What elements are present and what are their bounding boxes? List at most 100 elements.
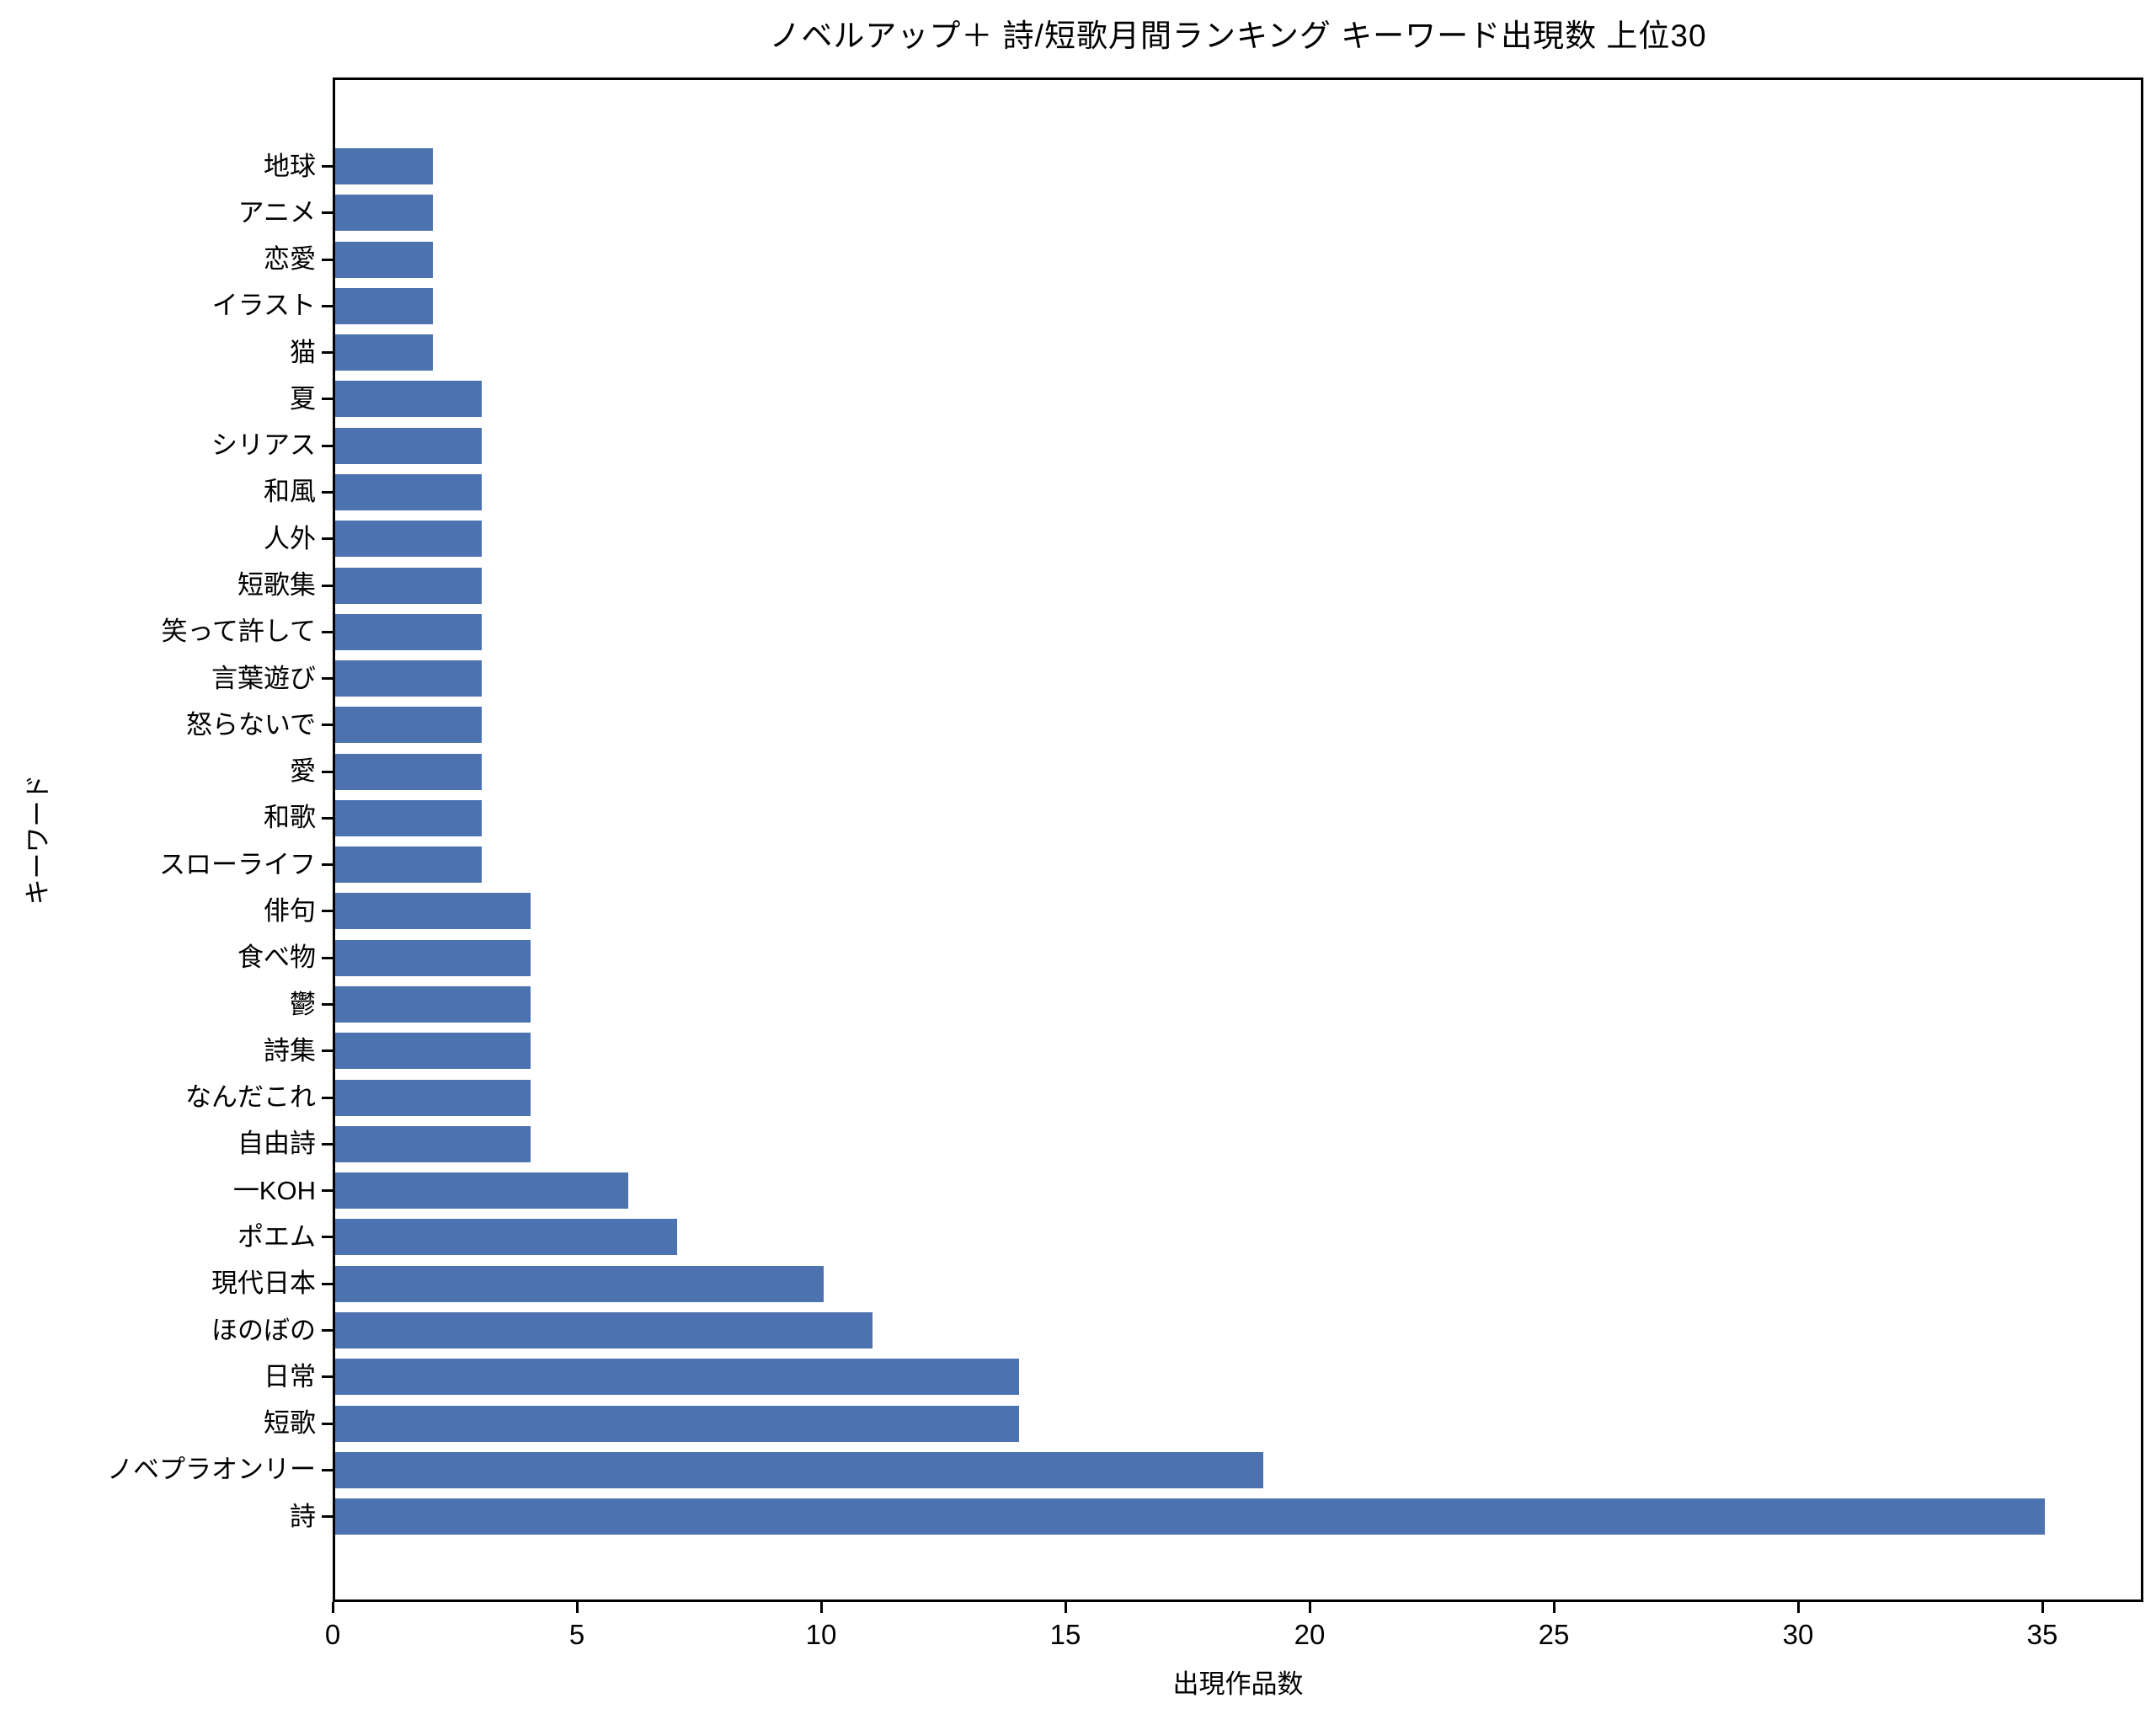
- y-tick-mark: [322, 444, 333, 447]
- bar: [335, 846, 482, 884]
- x-tick-mark: [1796, 1602, 1800, 1613]
- y-tick-label: アニメ: [237, 197, 316, 227]
- y-tick-mark: [322, 165, 333, 168]
- y-tick-label: 恋愛: [264, 244, 316, 275]
- y-tick-mark: [322, 1282, 333, 1285]
- y-tick-label: 詩集: [264, 1035, 316, 1065]
- bar: [335, 148, 433, 184]
- x-tick-mark: [1552, 1602, 1556, 1613]
- x-axis-label: 出現作品数: [1172, 1669, 1304, 1699]
- y-tick-mark: [322, 724, 333, 727]
- y-tick-mark: [322, 211, 333, 215]
- bar: [335, 1451, 1263, 1488]
- bar: [335, 1359, 1019, 1396]
- y-tick-label: 短歌集: [237, 570, 316, 601]
- y-tick-label: 笑って許して: [161, 617, 316, 647]
- y-tick-label: 和風: [264, 477, 316, 507]
- bar: [335, 1033, 531, 1070]
- x-tick-label: 25: [1538, 1619, 1570, 1650]
- x-tick-label: 15: [1049, 1619, 1081, 1650]
- bar: [335, 287, 433, 324]
- plot-area: [333, 77, 2143, 1602]
- y-axis-label: キーワード: [23, 774, 53, 905]
- y-tick-label: 夏: [290, 383, 316, 414]
- y-tick-label: 猫: [290, 337, 316, 367]
- y-tick-mark: [322, 351, 333, 355]
- y-tick-mark: [322, 1236, 333, 1239]
- y-tick-mark: [322, 1003, 333, 1007]
- bar: [335, 1219, 677, 1256]
- bar: [335, 1265, 824, 1302]
- bar: [335, 986, 531, 1023]
- bar: [335, 1125, 531, 1162]
- y-tick-label: 詩: [290, 1501, 316, 1531]
- y-tick-mark: [322, 1375, 333, 1379]
- x-tick-label: 5: [568, 1619, 585, 1650]
- y-tick-label: 怒らないで: [185, 709, 316, 740]
- y-tick-label: 食べ物: [237, 943, 316, 973]
- bar: [335, 660, 482, 697]
- y-tick-mark: [322, 816, 333, 820]
- x-tick-label: 30: [1782, 1619, 1814, 1650]
- x-tick-mark: [575, 1602, 579, 1613]
- y-tick-mark: [322, 1422, 333, 1425]
- bar: [335, 195, 433, 232]
- y-tick-label: 愛: [290, 756, 316, 787]
- bar: [335, 381, 482, 418]
- y-tick-label: イラスト: [211, 291, 316, 321]
- y-tick-label: ノベプラオンリー: [107, 1455, 316, 1485]
- y-tick-mark: [322, 956, 333, 959]
- y-tick-label: 言葉遊び: [211, 663, 316, 693]
- y-tick-mark: [322, 1468, 333, 1471]
- y-tick-label: ほのぼの: [211, 1315, 316, 1345]
- y-tick-label: 人外: [264, 523, 316, 553]
- y-tick-mark: [322, 258, 333, 261]
- x-tick-label: 20: [1294, 1619, 1326, 1650]
- x-tick-label: 35: [2026, 1619, 2058, 1650]
- y-tick-mark: [322, 677, 333, 681]
- bar: [335, 1172, 628, 1210]
- bar: [335, 1498, 2045, 1535]
- bar: [335, 1405, 1019, 1442]
- y-tick-mark: [322, 770, 333, 773]
- y-tick-mark: [322, 490, 333, 494]
- y-tick-label: 現代日本: [211, 1268, 316, 1299]
- y-tick-label: 地球: [264, 151, 316, 181]
- bar: [335, 799, 482, 836]
- bar: [335, 334, 433, 371]
- bar: [335, 521, 482, 558]
- y-tick-label: 日常: [264, 1361, 316, 1391]
- y-tick-label: シリアス: [211, 430, 316, 461]
- bar: [335, 473, 482, 510]
- y-tick-label: 自由詩: [237, 1129, 316, 1159]
- y-tick-mark: [322, 1096, 333, 1099]
- y-tick-mark: [322, 584, 333, 587]
- bar: [335, 753, 482, 790]
- y-tick-mark: [322, 1329, 333, 1332]
- y-tick-mark: [322, 910, 333, 913]
- y-tick-label: スローライフ: [159, 849, 316, 879]
- y-tick-label: なんだこれ: [185, 1082, 316, 1113]
- x-tick-mark: [331, 1602, 334, 1613]
- y-tick-mark: [322, 304, 333, 307]
- y-tick-label: 俳句: [264, 895, 316, 926]
- y-tick-label: 短歌: [264, 1408, 316, 1439]
- y-tick-mark: [322, 1142, 333, 1146]
- y-tick-mark: [322, 1515, 333, 1519]
- y-tick-mark: [322, 537, 333, 541]
- bar: [335, 241, 433, 278]
- bar: [335, 939, 531, 976]
- y-tick-label: ポエム: [237, 1221, 316, 1252]
- y-tick-label: 鬱: [290, 989, 316, 1019]
- y-tick-mark: [322, 863, 333, 867]
- bar: [335, 567, 482, 604]
- y-tick-mark: [322, 630, 333, 633]
- x-tick-label: 0: [324, 1619, 341, 1650]
- bar: [335, 707, 482, 744]
- x-tick-mark: [819, 1602, 823, 1613]
- bar: [335, 427, 482, 464]
- x-tick-mark: [2041, 1602, 2044, 1613]
- y-tick-mark: [322, 398, 333, 401]
- bar: [335, 613, 482, 650]
